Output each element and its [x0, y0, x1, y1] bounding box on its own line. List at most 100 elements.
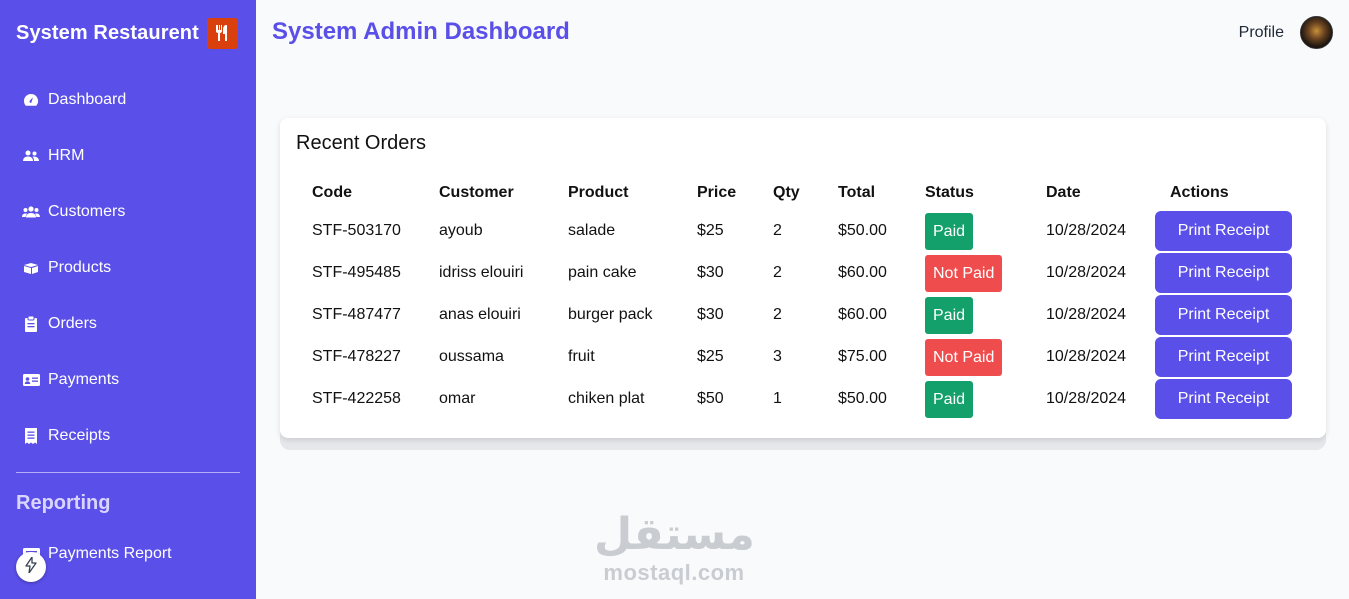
cell-code: STF-422258	[312, 390, 401, 407]
recent-orders-card: Recent Orders Code Customer Product Pric…	[280, 118, 1326, 438]
cell-total: $60.00	[838, 306, 887, 323]
column-header-code: Code	[312, 184, 352, 201]
brand-name: System Restaurent	[16, 21, 199, 44]
cell-code: STF-503170	[312, 222, 401, 239]
sidebar-item-label: Products	[48, 259, 112, 276]
cell-price: $25	[697, 348, 724, 365]
table-row: STF-478227 oussama fruit $25 3 $75.00 No…	[296, 336, 1308, 378]
print-receipt-button[interactable]: Print Receipt	[1155, 379, 1292, 419]
column-header-status: Status	[925, 184, 974, 201]
sidebar-item-label: Receipts	[48, 427, 111, 444]
sidebar-item-payments[interactable]: Payments	[16, 352, 240, 408]
sidebar-item-customers[interactable]: Customers	[16, 184, 240, 240]
column-header-price: Price	[697, 184, 737, 201]
sidebar-item-label: Customers	[48, 203, 126, 220]
cell-product: salade	[568, 222, 616, 239]
user-group-icon	[22, 203, 40, 221]
section-title-reporting: Reporting	[16, 492, 111, 514]
gauge-icon	[22, 91, 40, 109]
profile-label: Profile	[1238, 23, 1284, 41]
avatar[interactable]	[1300, 16, 1333, 49]
column-header-qty: Qty	[773, 184, 800, 201]
cell-product: pain cake	[568, 264, 637, 281]
brand[interactable]: System Restaurent	[16, 16, 238, 50]
cell-total: $75.00	[838, 348, 887, 365]
cell-product: burger pack	[568, 306, 653, 323]
cell-date: 10/28/2024	[1046, 264, 1127, 281]
print-receipt-button[interactable]: Print Receipt	[1155, 337, 1292, 377]
page-title: System Admin Dashboard	[272, 18, 570, 45]
cell-price: $25	[697, 222, 724, 239]
id-card-icon	[22, 371, 40, 389]
sidebar-item-label: Dashboard	[48, 91, 127, 108]
print-receipt-button[interactable]: Print Receipt	[1155, 211, 1292, 251]
table-row: STF-422258 omar chiken plat $50 1 $50.00…	[296, 378, 1308, 420]
cell-total: $50.00	[838, 222, 887, 239]
sidebar-item-receipts[interactable]: Receipts	[16, 408, 240, 464]
cell-actions: Print Receipt	[1155, 378, 1308, 420]
cell-actions: Print Receipt	[1155, 336, 1308, 378]
cell-qty: 2	[773, 306, 782, 323]
table-row: STF-503170 ayoub salade $25 2 $50.00 Pai…	[296, 210, 1308, 252]
watermark-latin: mostaql.com	[603, 560, 745, 585]
status-badge: Not Paid	[925, 254, 1003, 292]
lightning-button[interactable]	[16, 552, 46, 582]
cell-actions: Print Receipt	[1155, 252, 1308, 294]
column-header-date: Date	[1046, 184, 1081, 201]
cell-qty: 1	[773, 390, 782, 407]
cell-date: 10/28/2024	[1046, 390, 1127, 407]
sidebar-item-label: Orders	[48, 315, 97, 332]
cell-date: 10/28/2024	[1046, 222, 1127, 239]
cell-product: chiken plat	[568, 390, 645, 407]
cell-status: Not Paid	[909, 336, 1030, 378]
sidebar-item-label: Payments	[48, 371, 120, 388]
cell-customer: oussama	[439, 348, 504, 365]
print-receipt-button[interactable]: Print Receipt	[1155, 253, 1292, 293]
table-row: STF-495485 idriss elouiri pain cake $30 …	[296, 252, 1308, 294]
cell-qty: 2	[773, 222, 782, 239]
receipt-icon	[22, 427, 40, 445]
cell-status: Paid	[909, 378, 1030, 420]
cell-status: Paid	[909, 210, 1030, 252]
cell-qty: 2	[773, 264, 782, 281]
cell-price: $50	[697, 390, 724, 407]
sidebar-item-label: Payments Report	[48, 545, 172, 562]
cell-customer: omar	[439, 390, 476, 407]
cell-date: 10/28/2024	[1046, 306, 1127, 323]
cell-actions: Print Receipt	[1155, 294, 1308, 336]
cell-customer: anas elouiri	[439, 306, 521, 323]
sidebar-item-products[interactable]: Products	[16, 240, 240, 296]
cell-total: $60.00	[838, 264, 887, 281]
cell-price: $30	[697, 264, 724, 281]
sidebar-item-orders[interactable]: Orders	[16, 296, 240, 352]
cell-status: Paid	[909, 294, 1030, 336]
column-header-actions: Actions	[1170, 184, 1229, 201]
sidebar-nav: Dashboard HRM Customers Products Orders	[16, 72, 240, 464]
profile-menu[interactable]: Profile	[1239, 16, 1333, 49]
cell-status: Not Paid	[909, 252, 1030, 294]
column-header-product: Product	[568, 184, 629, 201]
column-header-customer: Customer	[439, 184, 514, 201]
cell-code: STF-495485	[312, 264, 401, 281]
table-header-row: Code Customer Product Price Qty Total St…	[296, 176, 1308, 210]
orders-table: Code Customer Product Price Qty Total St…	[296, 176, 1308, 420]
cell-date: 10/28/2024	[1046, 348, 1127, 365]
cell-code: STF-487477	[312, 306, 401, 323]
cell-actions: Print Receipt	[1155, 210, 1308, 252]
print-receipt-button[interactable]: Print Receipt	[1155, 295, 1292, 335]
sidebar-item-label: HRM	[48, 147, 85, 164]
cell-product: fruit	[568, 348, 595, 365]
status-badge: Paid	[925, 380, 974, 418]
sidebar: System Restaurent Dashboard HRM Customer…	[0, 0, 256, 599]
sidebar-item-dashboard[interactable]: Dashboard	[16, 72, 240, 128]
watermark-arabic: مستقل	[594, 509, 755, 560]
watermark: مستقل mostaql.com	[594, 509, 755, 586]
users-icon	[22, 147, 40, 165]
column-header-total: Total	[838, 184, 876, 201]
lightning-icon	[25, 555, 37, 578]
table-row: STF-487477 anas elouiri burger pack $30 …	[296, 294, 1308, 336]
cell-customer: idriss elouiri	[439, 264, 524, 281]
cell-price: $30	[697, 306, 724, 323]
sidebar-item-hrm[interactable]: HRM	[16, 128, 240, 184]
cell-code: STF-478227	[312, 348, 401, 365]
